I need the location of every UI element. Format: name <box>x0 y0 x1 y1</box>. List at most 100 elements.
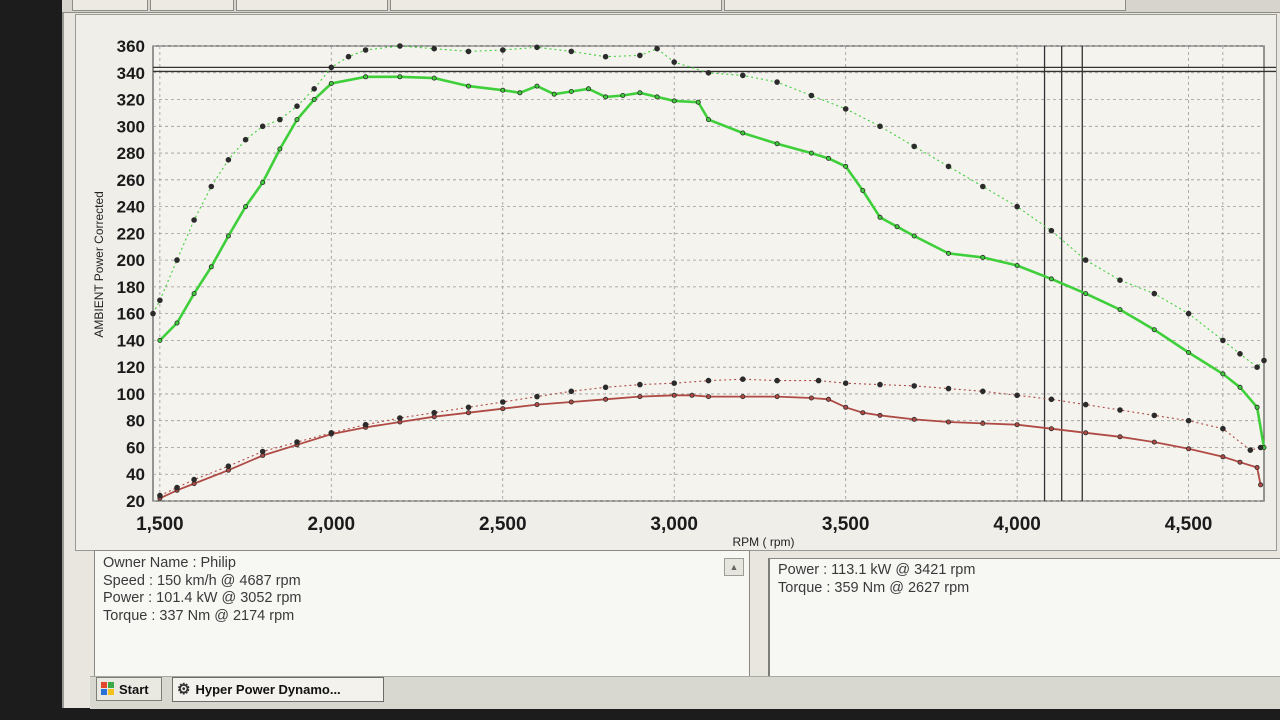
tab-1[interactable] <box>72 0 148 11</box>
power-dotted-point <box>774 377 780 384</box>
x-tick-label: 2,500 <box>479 514 527 535</box>
torque-dotted-point <box>191 217 197 223</box>
y-axis-label: AMBIENT Power Corrected <box>92 191 106 338</box>
torque-solid-point <box>860 187 866 193</box>
torque-dotted-point <box>345 53 352 60</box>
x-tick-label: 1,500 <box>136 514 184 535</box>
torque-solid-point <box>774 141 780 147</box>
torque-solid-point <box>1117 307 1123 313</box>
y-tick-label: 20 <box>126 492 145 511</box>
power-dotted-point <box>259 448 266 455</box>
compare-info-panel: Power : 113.1 kW @ 3421 rpm Torque : 359 … <box>768 558 1280 687</box>
torque-dotted-point <box>654 45 660 52</box>
torque-dotted-point <box>328 64 335 71</box>
info-left-line: Speed : 150 km/h @ 4687 rpm <box>103 572 301 589</box>
power-solid-point <box>911 416 917 422</box>
torque-dotted-point <box>174 257 180 263</box>
torque-dotted-point <box>1082 257 1089 263</box>
start-button[interactable]: Start <box>96 677 162 701</box>
torque-dotted-point <box>774 79 780 85</box>
taskbar-app-button[interactable]: ⚙ Hyper Power Dynamo... <box>172 677 384 702</box>
y-tick-label: 280 <box>117 144 145 163</box>
power-dotted-point <box>602 384 609 391</box>
tab-4[interactable] <box>390 0 722 11</box>
tab-2[interactable] <box>150 0 234 11</box>
y-tick-label: 60 <box>126 438 145 457</box>
power-solid-point <box>1117 434 1123 440</box>
torque-solid-point <box>637 90 643 96</box>
power-dotted-point <box>328 429 335 436</box>
torque-solid-point <box>174 320 180 326</box>
torque-solid-point <box>1220 371 1226 377</box>
tab-3[interactable] <box>236 0 388 11</box>
power-dotted-point <box>1117 407 1123 413</box>
torque-dotted-point <box>979 183 986 190</box>
torque-solid-point <box>1237 384 1243 390</box>
torque-dotted-point <box>397 43 403 49</box>
torque-dotted-point <box>150 310 156 317</box>
torque-solid-point <box>808 150 814 156</box>
plot-area <box>152 45 1265 502</box>
power-dotted-point <box>397 415 403 421</box>
dyno-chart: 20 40 60 80 100 120 140 160 180 200 220 240 260 280 30… <box>92 37 1276 549</box>
torque-dotted-point <box>362 47 369 53</box>
torque-solid-point <box>534 83 540 89</box>
torque-dotted-point <box>1048 227 1055 234</box>
x-tick-label: 4,000 <box>993 514 1041 535</box>
power-solid-point <box>843 404 849 410</box>
torque-dotted-point <box>277 116 283 123</box>
torque-dotted-point <box>1151 290 1158 297</box>
torque-dotted-point <box>1014 203 1020 210</box>
taskbar-app-label: Hyper Power Dynamo... <box>195 682 341 697</box>
power-dotted-point <box>979 388 986 395</box>
power-solid-point <box>706 394 712 400</box>
info-left-line: Owner Name : Philip <box>103 555 236 571</box>
power-dotted-point <box>945 385 952 392</box>
power-dotted-point <box>157 492 163 499</box>
x-tick-label: 3,000 <box>650 514 698 535</box>
power-solid-point <box>1186 446 1192 452</box>
torque-solid-point <box>706 117 712 123</box>
power-solid-point <box>1048 426 1054 432</box>
torque-dotted-point <box>739 72 746 79</box>
y-tick-label: 320 <box>117 91 145 110</box>
torque-dotted-point <box>568 48 575 55</box>
torque-dotted-point <box>705 69 712 76</box>
torque-solid-point <box>568 89 574 95</box>
y-tick-label: 180 <box>117 278 145 297</box>
torque-dotted-point <box>1117 277 1123 284</box>
torque-solid-point <box>243 204 249 210</box>
torque-dotted-point <box>808 92 815 99</box>
torque-dotted-point <box>911 143 917 150</box>
torque-dotted-point <box>1261 357 1267 364</box>
power-solid-point <box>1258 482 1264 488</box>
torque-dotted-point <box>1254 364 1260 371</box>
power-solid-point <box>1254 464 1260 470</box>
info-right-line: Torque : 359 Nm @ 2627 rpm <box>778 579 970 596</box>
torque-solid-point <box>980 254 986 260</box>
torque-solid-point <box>1014 262 1020 268</box>
torque-solid-point <box>277 146 283 152</box>
y-tick-label: 40 <box>126 465 145 484</box>
power-dotted-point <box>911 383 917 389</box>
torque-dotted-point <box>602 53 609 60</box>
power-solid-point <box>877 412 883 418</box>
power-solid-point <box>860 410 866 416</box>
torque-solid-point <box>225 233 231 239</box>
y-tick-label: 140 <box>117 331 145 350</box>
torque-solid-point <box>431 75 437 81</box>
power-dotted-point <box>431 409 438 416</box>
power-solid-point <box>774 394 780 400</box>
torque-dotted-point <box>225 157 232 163</box>
windows-logo-icon <box>101 682 115 696</box>
power-dotted-point <box>534 393 540 400</box>
torque-dotted-point <box>157 297 163 304</box>
power-solid-point <box>689 392 695 398</box>
power-dotted-point <box>465 404 472 411</box>
tab-5[interactable] <box>724 0 1126 11</box>
y-tick-label: 300 <box>117 117 145 136</box>
power-solid-point <box>1237 459 1243 465</box>
scroll-up-arrow-icon[interactable]: ▲ <box>724 558 744 576</box>
tab-strip <box>62 0 1280 13</box>
power-dotted-point <box>1014 392 1020 399</box>
